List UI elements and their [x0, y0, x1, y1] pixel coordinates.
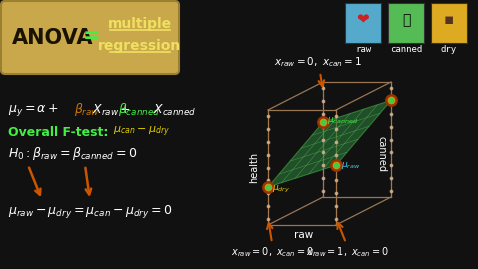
Point	[387, 137, 395, 142]
Text: 🫙: 🫙	[402, 13, 410, 27]
Polygon shape	[268, 100, 391, 187]
Point	[319, 86, 327, 90]
Point	[319, 111, 327, 116]
Point	[264, 165, 272, 170]
Bar	[388, 3, 424, 43]
Point	[319, 120, 327, 124]
Text: $\beta_{canned}$: $\beta_{canned}$	[118, 101, 160, 119]
Text: $\mu_{canned}$: $\mu_{canned}$	[327, 115, 358, 126]
Point	[332, 204, 340, 208]
Point	[264, 139, 272, 144]
Point	[319, 189, 327, 193]
Text: $x_{raw}=0,\ x_{can}=0$: $x_{raw}=0,\ x_{can}=0$	[231, 245, 315, 259]
Point	[332, 163, 340, 167]
Point	[319, 176, 327, 180]
Point	[332, 178, 340, 183]
Bar	[345, 3, 381, 43]
Text: raw: raw	[355, 45, 371, 55]
Text: $\beta_{raw}$: $\beta_{raw}$	[74, 101, 100, 119]
Point	[264, 191, 272, 196]
Point	[332, 114, 340, 118]
Point	[264, 185, 272, 189]
Text: $x_{raw}=1,\ x_{can}=0$: $x_{raw}=1,\ x_{can}=0$	[306, 245, 390, 259]
Text: $X_{canned}$: $X_{canned}$	[153, 102, 196, 118]
Text: canned: canned	[390, 45, 422, 55]
Text: $x_{raw}=0,\ x_{can}=1$: $x_{raw}=0,\ x_{can}=1$	[274, 55, 362, 69]
Point	[332, 165, 340, 170]
Text: $\mu_{can} - \mu_{dry}$: $\mu_{can} - \mu_{dry}$	[113, 125, 170, 139]
Point	[387, 111, 395, 116]
Point	[319, 120, 327, 124]
Text: $\mu_{dry}$: $\mu_{dry}$	[272, 183, 290, 194]
Text: ANOVA: ANOVA	[12, 28, 94, 48]
Text: ▪: ▪	[444, 12, 454, 27]
Text: dry: dry	[441, 45, 457, 55]
Point	[264, 114, 272, 118]
Point	[387, 176, 395, 180]
Point	[319, 137, 327, 142]
Point	[319, 124, 327, 129]
Point	[264, 153, 272, 157]
Point	[332, 191, 340, 196]
Text: raw: raw	[294, 230, 314, 240]
Point	[387, 124, 395, 129]
Text: Overall F-test:: Overall F-test:	[8, 126, 109, 139]
Point	[332, 153, 340, 157]
Point	[387, 150, 395, 155]
Point	[387, 189, 395, 193]
Text: $\mu_{raw}$: $\mu_{raw}$	[341, 160, 360, 171]
Point	[332, 163, 340, 167]
Point	[387, 98, 395, 103]
FancyBboxPatch shape	[1, 1, 179, 74]
Point	[387, 163, 395, 168]
Text: multiple: multiple	[108, 17, 172, 31]
Bar	[431, 3, 467, 43]
Point	[264, 217, 272, 221]
Text: regression: regression	[98, 39, 182, 53]
Point	[319, 98, 327, 103]
Text: $X_{raw} + $: $X_{raw} + $	[92, 102, 131, 118]
Point	[387, 86, 395, 90]
Text: canned: canned	[377, 136, 387, 172]
Text: $H_0 : \beta_{raw} = \beta_{canned} = 0$: $H_0 : \beta_{raw} = \beta_{canned} = 0$	[8, 144, 137, 161]
Point	[264, 178, 272, 183]
Point	[387, 98, 395, 102]
Point	[264, 126, 272, 131]
Text: $\mu_{raw} - \mu_{dry} = \mu_{can} - \mu_{dry} = 0$: $\mu_{raw} - \mu_{dry} = \mu_{can} - \mu…	[8, 204, 173, 221]
Text: $\mu_y = \alpha + $: $\mu_y = \alpha + $	[8, 102, 59, 118]
Text: =: =	[83, 26, 101, 46]
Point	[319, 150, 327, 155]
Point	[264, 204, 272, 208]
Point	[387, 98, 395, 102]
Point	[332, 139, 340, 144]
Point	[319, 163, 327, 168]
Text: health: health	[249, 152, 259, 183]
Point	[332, 126, 340, 131]
Point	[264, 185, 272, 189]
Text: ❤: ❤	[357, 12, 369, 27]
Point	[332, 217, 340, 221]
